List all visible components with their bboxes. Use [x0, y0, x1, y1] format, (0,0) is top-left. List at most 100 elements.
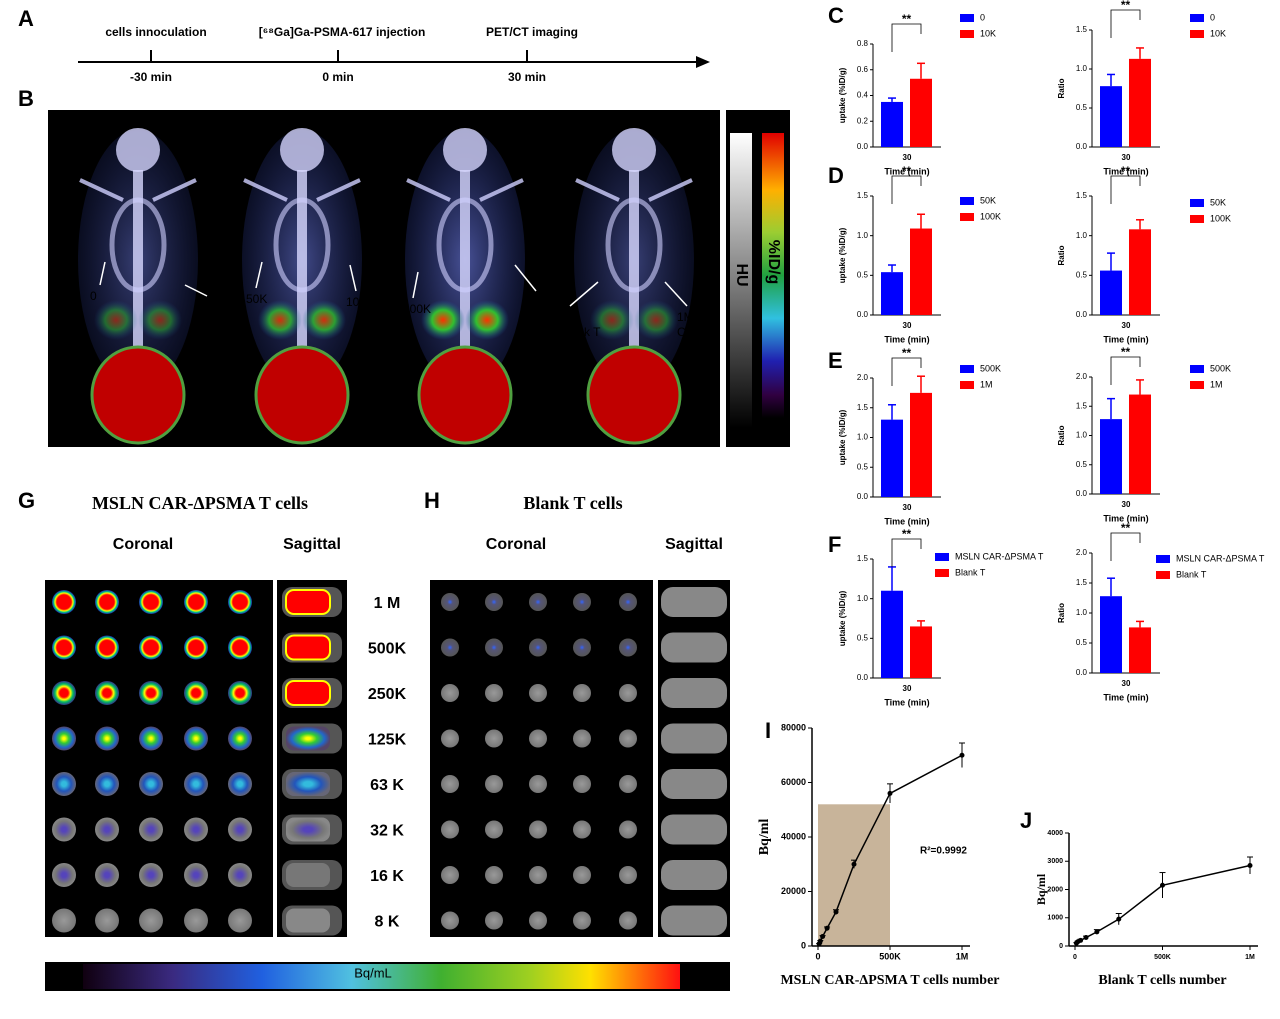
g-well [184, 817, 208, 842]
h-tube [661, 723, 727, 754]
g-well [228, 635, 252, 660]
g-title: MSLN CAR-ΔPSMA T cells [92, 493, 308, 513]
g-well [184, 681, 208, 705]
pet-colorbar [762, 133, 784, 418]
significance-bracket [1110, 9, 1141, 38]
g-tube-signal [286, 726, 330, 751]
event-time: -30 min [130, 70, 172, 84]
significance-bracket [891, 23, 922, 52]
significance-bracket [1110, 356, 1141, 385]
row-label: 250K [368, 686, 407, 703]
panel-label: B [18, 86, 34, 111]
legend-label: 50K [1210, 197, 1226, 207]
bladder [254, 345, 350, 445]
g-well [228, 590, 252, 614]
y-tick-label: 0.0 [857, 310, 869, 319]
x-tick-label: 500K [1154, 954, 1171, 961]
y-tick-label: 0.0 [1076, 489, 1088, 498]
mouse-spine [629, 170, 639, 370]
bar [1100, 419, 1122, 494]
h-well [485, 638, 503, 657]
ct-colorbar [730, 133, 752, 428]
arrow [184, 284, 208, 297]
y-axis-label: Ratio [1057, 425, 1066, 445]
h-well [441, 638, 459, 657]
g-well [52, 635, 76, 660]
g-well [95, 908, 119, 933]
row-label: 32 K [370, 823, 404, 840]
legend-label: 50K [980, 195, 996, 205]
h-well [573, 775, 591, 793]
legend-swatch [935, 553, 949, 561]
h-well [529, 820, 547, 839]
legend-label: 0 [1210, 12, 1215, 22]
y-tick-label: 2.0 [1076, 548, 1088, 557]
significance: ** [902, 12, 912, 26]
arrow [99, 261, 106, 286]
h-well [441, 684, 459, 702]
significance-bracket [891, 357, 922, 386]
y-tick-label: 0.0 [1076, 668, 1088, 677]
point [959, 752, 965, 758]
h-well [619, 729, 637, 748]
g-well [95, 817, 119, 842]
legend-swatch [1190, 215, 1204, 223]
legend-label: 0 [980, 12, 985, 22]
y-tick-label: 0 [1059, 943, 1063, 950]
point [851, 861, 857, 867]
y-tick-label: 1.0 [1076, 231, 1088, 240]
y-tick-label: 0.0 [1076, 142, 1088, 151]
legend-swatch [960, 213, 974, 221]
g-well [184, 726, 208, 751]
bar [910, 392, 932, 497]
y-tick-label: 1.0 [857, 433, 869, 442]
g-well [52, 817, 76, 842]
y-axis-label: uptake (%ID/g) [838, 227, 847, 283]
bladder [90, 345, 186, 445]
h-well [441, 775, 459, 793]
g-well [139, 772, 163, 796]
ct-min: 500 [731, 430, 751, 444]
pet-max: 2.0 [765, 113, 782, 127]
mouse-label: 1M [677, 310, 694, 324]
y-tick-label: 1.0 [1076, 608, 1088, 617]
x-axis-label: Time (min) [884, 334, 929, 344]
mouse-label: 500K [403, 302, 431, 316]
g-tube-signal [285, 634, 331, 661]
h-well [529, 684, 547, 702]
h-well [573, 911, 591, 930]
y-axis-label: uptake (%ID/g) [838, 409, 847, 465]
legend-label: 100K [980, 211, 1001, 221]
g-well [95, 590, 119, 614]
x-tick-label: 0 [815, 951, 820, 961]
row-label: 63 K [370, 777, 404, 794]
y-tick-label: 40000 [781, 831, 806, 841]
bq-colorbar [83, 964, 680, 989]
h-well [619, 866, 637, 884]
g-well [228, 817, 252, 842]
y-tick-label: 2.0 [1076, 372, 1088, 381]
event-label: [⁶⁸Ga]Ga-PSMA-617 injection [259, 25, 426, 39]
g-well [139, 908, 163, 933]
legend-swatch [960, 14, 974, 22]
legend-label: 1M [1210, 379, 1223, 389]
ct-label: HU [733, 263, 750, 286]
point [1160, 882, 1165, 888]
g-well [184, 772, 208, 796]
h-title: Blank T cells [523, 493, 622, 513]
h-well [441, 729, 459, 748]
y-tick-label: 1.5 [1076, 25, 1088, 34]
legend-swatch [935, 569, 949, 577]
significance: ** [1121, 521, 1131, 535]
legend-label: 10K [980, 28, 996, 38]
y-tick-label: 1000 [1047, 915, 1063, 922]
bar [1129, 229, 1151, 315]
mouse-label: Blank T [560, 325, 601, 339]
h-well [529, 866, 547, 884]
y-tick-label: 80000 [781, 722, 806, 732]
scale-max: 30K [692, 965, 718, 981]
legend-swatch [1190, 14, 1204, 22]
mouse-skull [280, 128, 324, 172]
g-tube-signal [286, 772, 330, 796]
x-tick-label: 500K [879, 951, 901, 961]
